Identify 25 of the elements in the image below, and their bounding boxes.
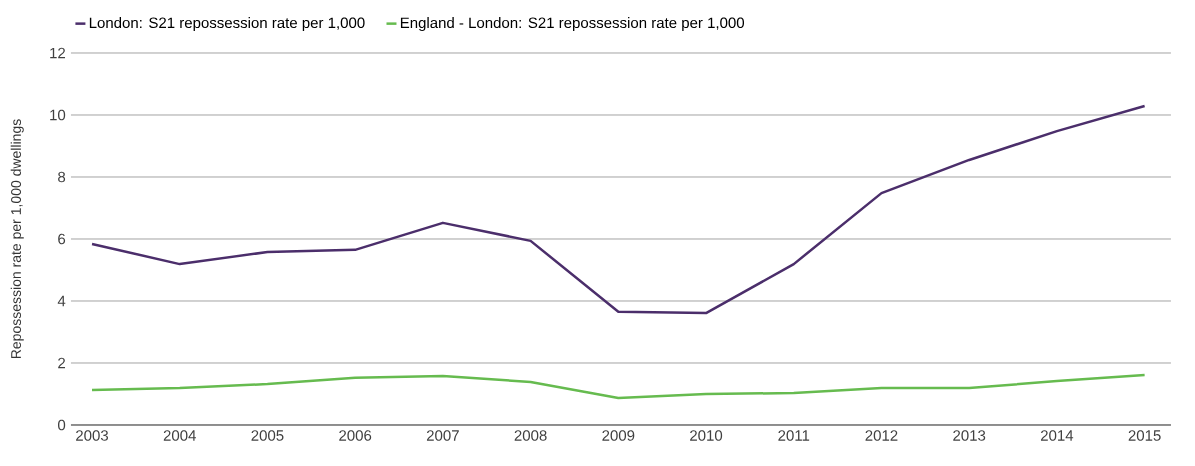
x-tick-label: 2003 xyxy=(76,430,109,441)
y-tick-label: 0 xyxy=(58,419,66,431)
x-tick-label: 2008 xyxy=(514,430,547,441)
line-series xyxy=(90,373,1146,400)
x-tick-label: 2013 xyxy=(953,430,986,441)
y-axis-title: Repossession rate per 1,000 dwellings xyxy=(10,119,24,359)
x-tick-label: 2015 xyxy=(1128,430,1161,441)
x-tick-label: 2006 xyxy=(339,430,372,441)
x-tick-label: 2005 xyxy=(251,430,284,441)
legend-label: London: S21 repossession rate per 1,000 xyxy=(89,17,365,32)
x-tick-label: 2009 xyxy=(602,430,635,441)
y-tick-label: 2 xyxy=(58,357,66,369)
y-tick-label: 12 xyxy=(50,47,66,59)
y-tick-label: 6 xyxy=(58,233,66,245)
legend-label: England - London: S21 repossession rate per 1,000 xyxy=(400,17,745,32)
y-tick-label: 10 xyxy=(50,109,66,121)
x-tick-label: 2007 xyxy=(426,430,459,441)
y-tick-label: 4 xyxy=(57,295,66,307)
y-tick-label: 8 xyxy=(58,171,66,183)
x-tick-label: 2004 xyxy=(163,430,196,441)
x-tick-label: 2011 xyxy=(778,430,810,441)
line-series xyxy=(90,104,1146,315)
x-tick-label: 2012 xyxy=(865,430,898,441)
x-tick-label: 2014 xyxy=(1040,430,1074,441)
x-tick-label: 2010 xyxy=(690,430,723,441)
